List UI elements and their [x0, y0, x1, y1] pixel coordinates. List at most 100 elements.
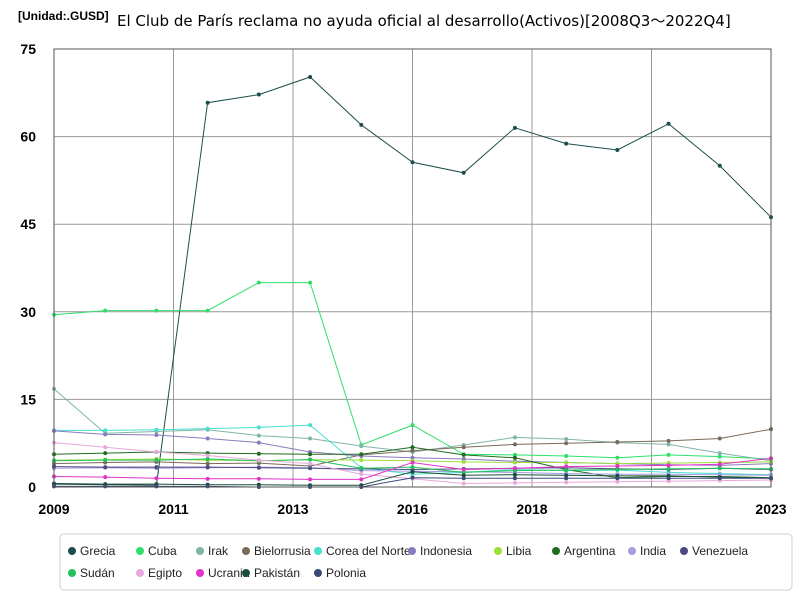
- legend-item[interactable]: India: [640, 544, 666, 558]
- data-point: [461, 481, 466, 486]
- data-point: [359, 477, 364, 482]
- legend-item[interactable]: Sudán: [80, 566, 115, 580]
- y-tick-label: 60: [20, 129, 36, 145]
- plot-frame: [53, 48, 772, 488]
- legend-item[interactable]: Cuba: [148, 544, 177, 558]
- data-point: [564, 480, 569, 485]
- data-point: [308, 457, 313, 462]
- legend-marker: [196, 569, 204, 577]
- data-point: [512, 476, 517, 481]
- data-point: [154, 427, 159, 432]
- data-point: [359, 452, 364, 457]
- data-point: [717, 462, 722, 467]
- y-tick-label: 75: [20, 41, 36, 57]
- legend-item[interactable]: Irak: [208, 544, 229, 558]
- data-point: [410, 469, 415, 474]
- data-point: [512, 452, 517, 457]
- data-point: [564, 141, 569, 146]
- legend-item[interactable]: Grecia: [80, 544, 116, 558]
- data-point: [461, 473, 466, 478]
- y-tick-label: 30: [20, 304, 36, 320]
- legend-item[interactable]: Libia: [506, 544, 532, 558]
- data-point: [512, 435, 517, 440]
- data-point: [308, 461, 313, 466]
- data-point: [308, 436, 313, 441]
- data-point: [103, 465, 108, 470]
- data-point: [256, 433, 261, 438]
- data-point: [512, 460, 517, 465]
- x-tick-label: 2016: [397, 501, 428, 517]
- legend-marker: [314, 569, 322, 577]
- data-point: [461, 476, 466, 481]
- chart-title: El Club de París reclama no ayuda oficia…: [117, 12, 731, 30]
- legend-marker: [314, 547, 322, 555]
- data-point: [359, 122, 364, 127]
- data-point: [103, 445, 108, 450]
- data-point: [615, 148, 620, 153]
- data-point: [103, 484, 108, 489]
- x-tick-label: 2018: [516, 501, 547, 517]
- legend-marker: [68, 547, 76, 555]
- data-point: [205, 476, 210, 481]
- data-point: [615, 440, 620, 445]
- series-14: [52, 475, 773, 489]
- data-point: [103, 308, 108, 313]
- legend-marker: [242, 547, 250, 555]
- data-point: [359, 466, 364, 471]
- data-point: [512, 125, 517, 130]
- legend-item[interactable]: Egipto: [148, 566, 182, 580]
- legend: Grecia Cuba Irak Bielorrusia Corea del Norte…: [59, 533, 793, 591]
- data-point: [154, 308, 159, 313]
- data-point: [717, 451, 722, 456]
- data-point: [717, 466, 722, 471]
- legend-item[interactable]: Bielorrusia: [254, 544, 311, 558]
- data-point: [205, 465, 210, 470]
- data-point: [717, 436, 722, 441]
- data-point: [410, 445, 415, 450]
- data-point: [717, 454, 722, 459]
- data-point: [308, 452, 313, 457]
- legend-item[interactable]: Indonesia: [420, 544, 472, 558]
- x-tick-label: 2023: [755, 501, 786, 517]
- data-point: [256, 440, 261, 445]
- legend-marker: [136, 547, 144, 555]
- series-1: [52, 280, 773, 461]
- data-point: [154, 458, 159, 463]
- data-point: [256, 425, 261, 430]
- data-point: [256, 280, 261, 285]
- data-point: [666, 476, 671, 481]
- x-tick-label: 2011: [158, 501, 189, 517]
- data-point: [410, 448, 415, 453]
- data-point: [666, 442, 671, 447]
- legend-marker: [408, 547, 416, 555]
- legend-marker: [552, 547, 560, 555]
- data-point: [410, 465, 415, 470]
- data-point: [512, 472, 517, 477]
- data-point: [564, 468, 569, 473]
- data-point: [666, 452, 671, 457]
- legend-item[interactable]: Pakistán: [254, 566, 300, 580]
- data-point: [308, 75, 313, 80]
- x-tick-label: 2013: [277, 501, 308, 517]
- data-point: [205, 100, 210, 105]
- legend-item[interactable]: Polonia: [326, 566, 366, 580]
- data-point: [154, 433, 159, 438]
- y-tick-label: 0: [28, 479, 36, 495]
- legend-item[interactable]: Venezuela: [692, 544, 748, 558]
- data-point: [154, 476, 159, 481]
- data-point: [512, 466, 517, 471]
- series-12: [52, 456, 773, 482]
- data-point: [205, 461, 210, 466]
- data-point: [461, 470, 466, 475]
- data-point: [359, 458, 364, 463]
- data-point: [615, 455, 620, 460]
- legend-item[interactable]: Ucrania: [208, 566, 250, 580]
- data-point: [666, 121, 671, 126]
- data-point: [205, 426, 210, 431]
- series-lines: [52, 75, 773, 489]
- legend-item[interactable]: Argentina: [564, 544, 616, 558]
- legend-item[interactable]: Corea del Norte: [326, 544, 411, 558]
- legend-box: [59, 533, 793, 591]
- data-point: [410, 455, 415, 460]
- data-point: [205, 308, 210, 313]
